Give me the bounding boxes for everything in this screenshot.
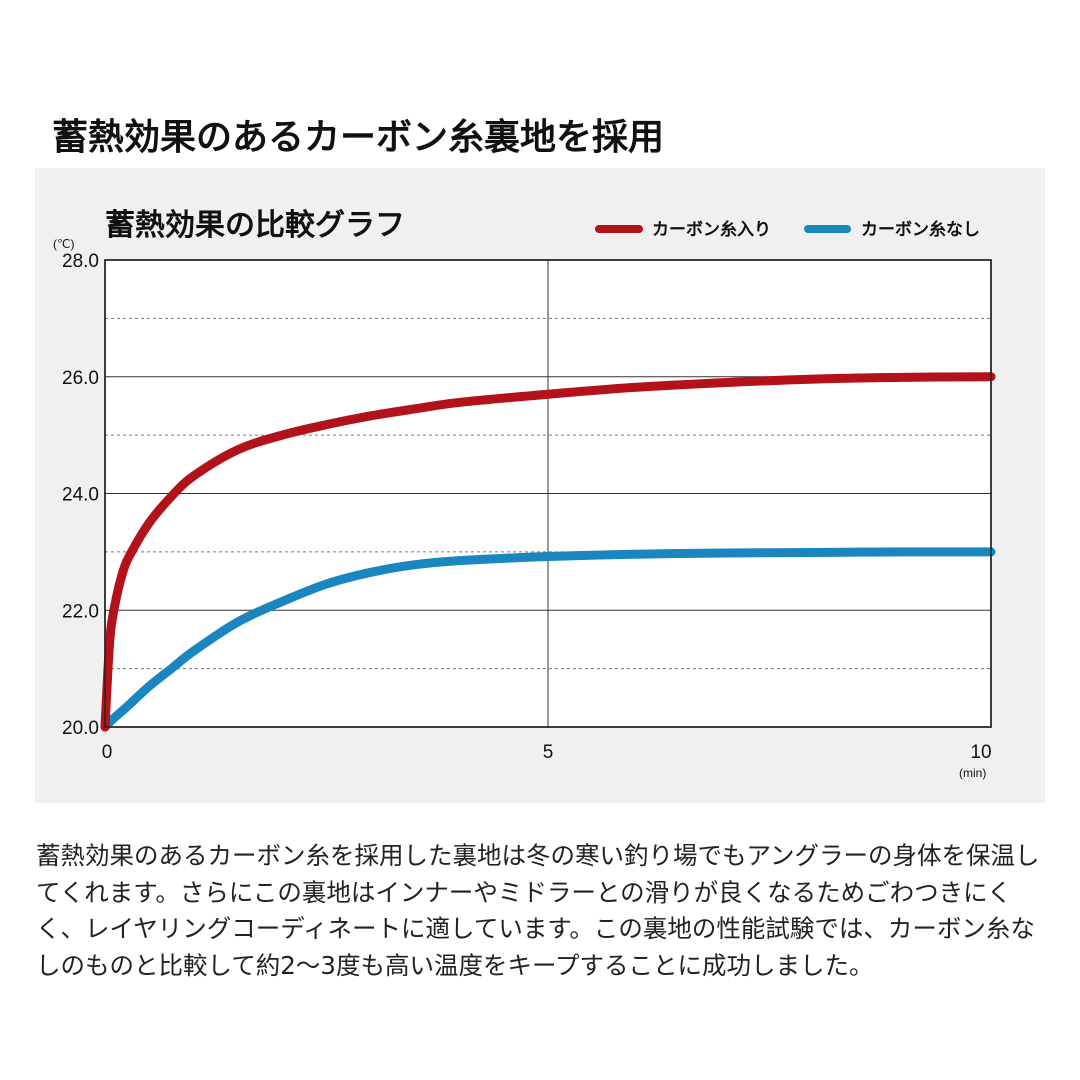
x-unit-label: (min) [959, 766, 986, 780]
y-tick-label: 28.0 [62, 251, 99, 272]
y-tick-label: 26.0 [62, 368, 99, 389]
y-tick-label: 24.0 [62, 485, 99, 506]
chart-title: 蓄熱効果の比較グラフ [105, 208, 405, 243]
y-unit-label: (℃) [53, 237, 74, 251]
y-tick-label: 22.0 [62, 601, 99, 622]
x-tick-label: 10 [970, 742, 991, 763]
series-line-carbon [100, 372, 996, 732]
chart-legend: カーボン糸入り カーボン糸なし [595, 219, 980, 240]
chart-panel: 蓄熱効果の比較グラフ カーボン糸入り カーボン糸なし 20.0 22.0 24.0 26… [35, 168, 1045, 803]
plot-border [104, 259, 992, 728]
description-text: 蓄熱効果のあるカーボン糸を採用した裏地は冬の寒い釣り場でもアングラーの身体を保温… [36, 841, 1040, 980]
x-tick-label: 0 [102, 742, 113, 763]
axis-ticks: 20.0 22.0 24.0 26.0 28.0 0 5 10 [62, 251, 992, 763]
x-tick-label: 5 [543, 742, 554, 763]
legend-label: カーボン糸入り [652, 219, 771, 240]
legend-label: カーボン糸なし [861, 219, 980, 240]
page-title: 蓄熱効果のあるカーボン糸裏地を採用 [52, 117, 665, 158]
y-tick-label: 20.0 [62, 718, 99, 739]
series-lines [100, 372, 996, 732]
series-line-no-carbon [100, 547, 996, 732]
temperature-chart: 蓄熱効果の比較グラフ カーボン糸入り カーボン糸なし 20.0 22.0 24.0 26… [53, 208, 996, 780]
